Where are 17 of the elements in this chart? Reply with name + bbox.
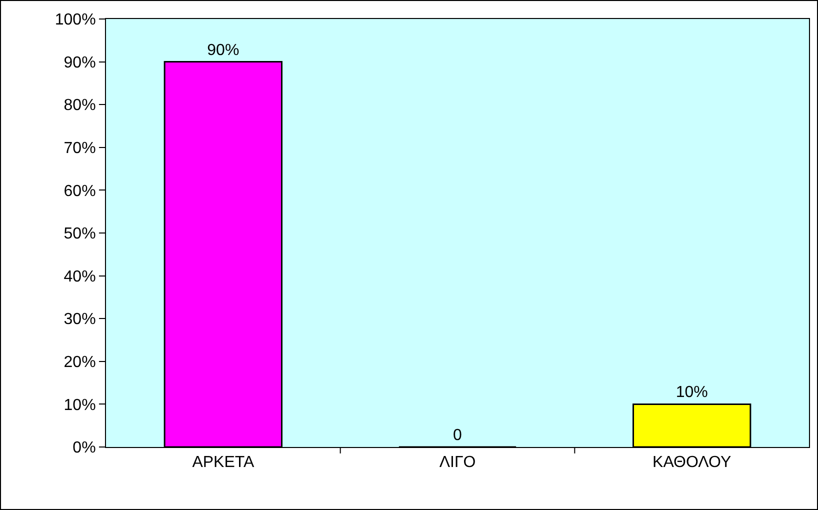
- y-tick-label: 100%: [54, 12, 96, 29]
- y-tick-label: 50%: [64, 226, 96, 243]
- y-tick-label: 10%: [64, 396, 96, 414]
- data-label: 90%: [207, 42, 240, 59]
- y-tick-label: 30%: [64, 311, 96, 328]
- y-tick-label: 90%: [64, 54, 96, 72]
- y-tick-label: 80%: [64, 97, 96, 114]
- data-label: 10%: [676, 384, 708, 402]
- x-tick-label: ΚΑΘΟΛΟΥ: [652, 454, 732, 472]
- x-tick-label: ΑΡΚΕΤΑ: [192, 454, 254, 472]
- y-tick-label: 40%: [64, 268, 96, 286]
- y-tick-label: 0%: [72, 440, 96, 457]
- y-tick-label: 60%: [64, 182, 96, 200]
- x-tick-label: ΛΙΓΟ: [439, 454, 476, 472]
- y-tick-label: 20%: [64, 354, 96, 371]
- data-label: 0: [453, 427, 462, 444]
- y-tick-label: 70%: [64, 140, 96, 157]
